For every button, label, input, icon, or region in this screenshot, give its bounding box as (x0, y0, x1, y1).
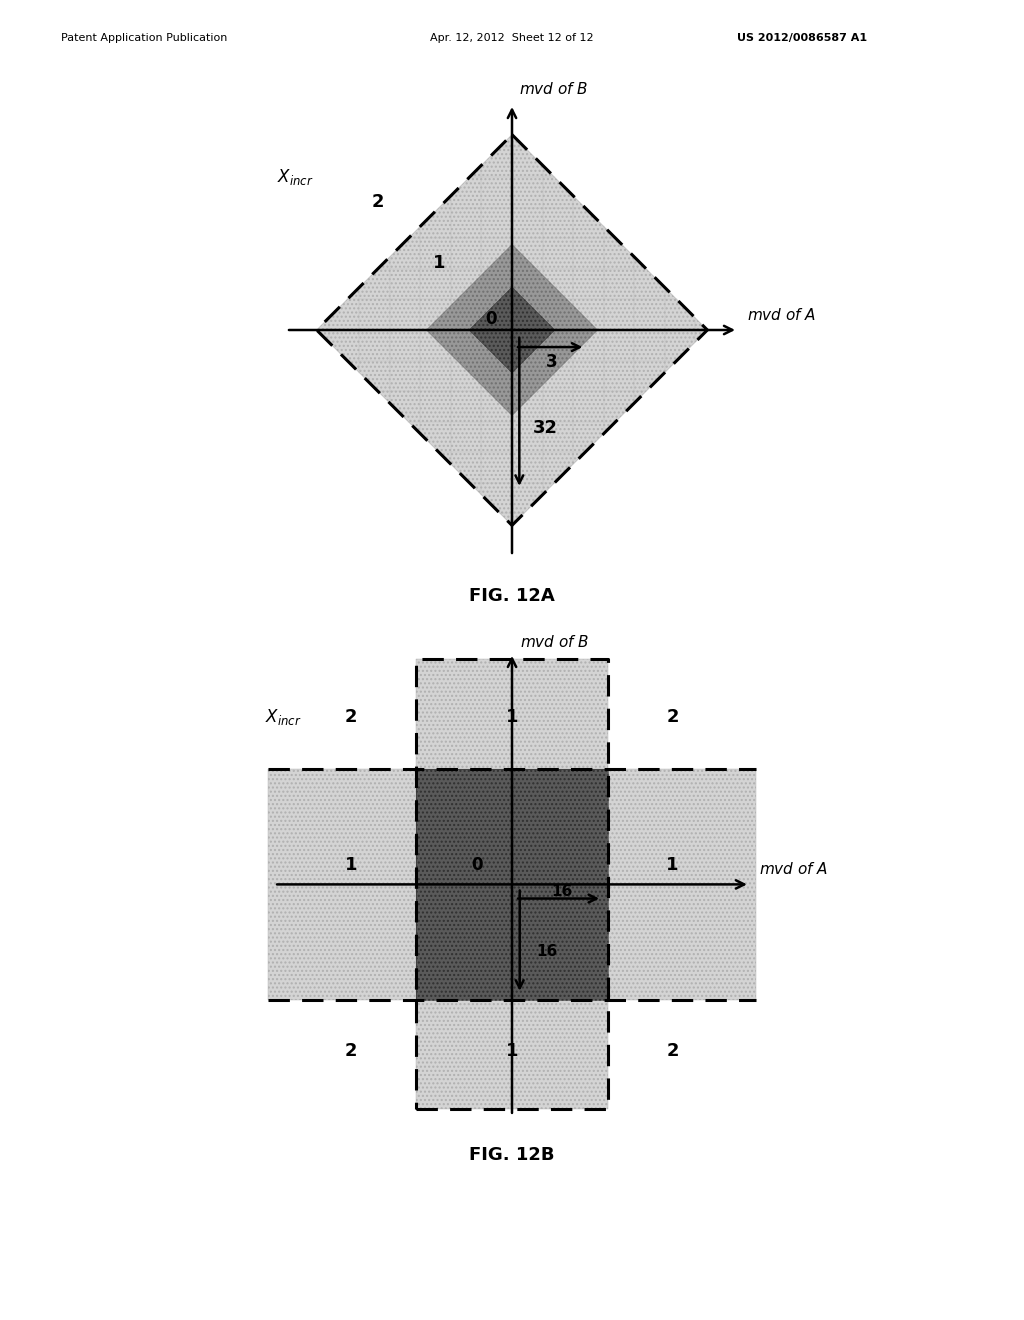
Bar (268, 768, 756, 1001)
Text: 1: 1 (667, 857, 679, 874)
Text: $mvd$ of A: $mvd$ of A (748, 306, 816, 322)
Text: 0: 0 (485, 310, 497, 327)
Text: 16: 16 (552, 883, 572, 899)
Text: US 2012/0086587 A1: US 2012/0086587 A1 (737, 33, 867, 44)
Polygon shape (469, 288, 555, 372)
Text: $mvd$ of B: $mvd$ of B (519, 81, 589, 96)
Text: 2: 2 (667, 709, 679, 726)
Bar (416, 768, 608, 1001)
Bar (416, 660, 608, 1109)
Text: $X_{incr}$: $X_{incr}$ (264, 708, 301, 727)
Text: 1: 1 (506, 1043, 518, 1060)
Text: FIG. 12B: FIG. 12B (469, 1146, 555, 1164)
Text: 1: 1 (345, 857, 357, 874)
Polygon shape (427, 244, 597, 416)
Text: 1: 1 (506, 709, 518, 726)
Text: Apr. 12, 2012  Sheet 12 of 12: Apr. 12, 2012 Sheet 12 of 12 (430, 33, 594, 44)
Text: $X_{incr}$: $X_{incr}$ (276, 168, 313, 187)
Text: $mvd$ of B: $mvd$ of B (520, 634, 589, 649)
Text: 3: 3 (546, 352, 557, 371)
Bar (416, 660, 608, 1109)
Text: 1: 1 (432, 253, 445, 272)
Bar (268, 768, 756, 1001)
Text: 2: 2 (345, 709, 357, 726)
Text: 16: 16 (537, 944, 558, 960)
Text: FIG. 12A: FIG. 12A (469, 587, 555, 606)
Text: 2: 2 (667, 1043, 679, 1060)
Text: $mvd$ of A: $mvd$ of A (760, 861, 828, 876)
Polygon shape (316, 135, 708, 525)
Text: 32: 32 (534, 418, 558, 437)
Text: Patent Application Publication: Patent Application Publication (61, 33, 227, 44)
Text: 2: 2 (372, 193, 384, 211)
Text: 0: 0 (471, 857, 482, 874)
Text: 2: 2 (345, 1043, 357, 1060)
Bar (416, 768, 608, 1001)
